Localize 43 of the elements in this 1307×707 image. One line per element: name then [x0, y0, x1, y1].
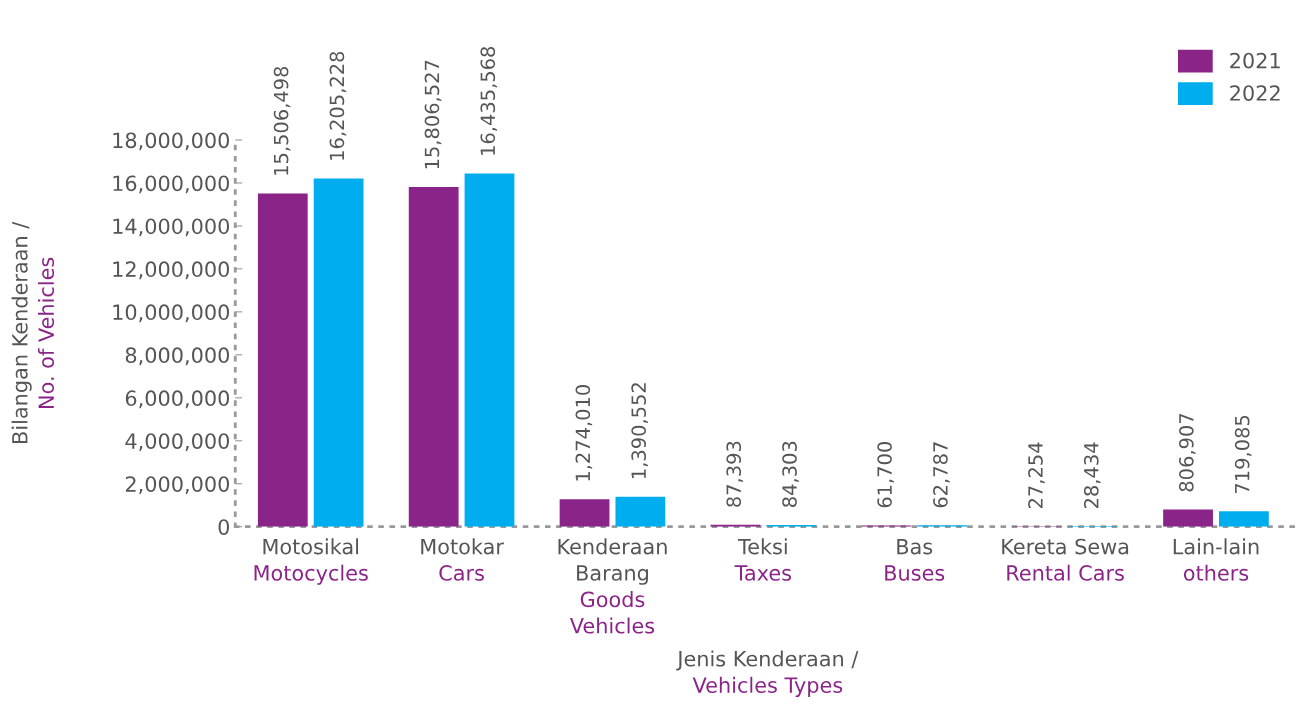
y-tick-label: 10,000,000	[113, 304, 230, 323]
data-label: 719,085	[1234, 415, 1252, 493]
data-label: 62,787	[933, 442, 950, 508]
bar	[559, 499, 610, 527]
y-tick-label: 18,000,000	[113, 132, 230, 151]
x-axis-title: Jenis Kenderaan / Vehicles Types	[676, 650, 859, 698]
x-tick-label: Teksi Taxes	[734, 538, 792, 581]
y-tick-label: 6,000,000	[125, 390, 230, 409]
legend-label: 2021	[1230, 52, 1280, 69]
data-label: 16,435,568	[480, 46, 498, 155]
data-label: 84,303	[782, 441, 799, 507]
y-tick-label: 12,000,000	[113, 261, 230, 280]
data-label: 16,205,228	[329, 51, 347, 160]
bar	[464, 173, 515, 527]
x-tick-label: Kenderaan Barang Goods Vehicles	[558, 538, 667, 634]
bar	[257, 193, 308, 527]
y-tick-label: 14,000,000	[113, 218, 230, 237]
x-tick-label: Kereta Sewa Rental Cars	[1002, 538, 1129, 581]
data-label: 15,506,498	[273, 66, 291, 175]
data-label: 28,434	[1083, 442, 1101, 509]
data-label: 806,907	[1178, 413, 1196, 492]
data-label: 1,274,010	[575, 385, 593, 481]
x-tick-label: Bas Buses	[885, 538, 945, 581]
y-tick-label: 16,000,000	[113, 175, 230, 194]
legend-label: 2022	[1230, 85, 1280, 101]
data-label: 87,393	[726, 441, 744, 507]
data-label: 15,806,527	[424, 60, 442, 169]
y-tick-label: 2,000,000	[125, 476, 230, 495]
bar	[615, 496, 666, 527]
x-tick-label: Lain-lain others	[1173, 538, 1259, 581]
y-tick-label: 8,000,000	[125, 347, 230, 366]
data-label: 27,254	[1028, 442, 1045, 509]
bar	[1163, 509, 1213, 527]
y-tick-label: 4,000,000	[125, 433, 230, 452]
data-label: 1,390,552	[631, 383, 648, 479]
x-tick-label: Motosikal Motocycles	[254, 538, 368, 585]
bar	[408, 187, 459, 527]
data-label: 61,700	[877, 441, 894, 508]
bar	[313, 178, 364, 527]
y-tick-label: 0	[218, 519, 230, 535]
x-tick-label: Motokar Cars	[421, 538, 504, 581]
y-axis-title: Bilangan Kenderaan / No. of Vehicles	[11, 221, 55, 443]
bar	[1218, 511, 1269, 527]
